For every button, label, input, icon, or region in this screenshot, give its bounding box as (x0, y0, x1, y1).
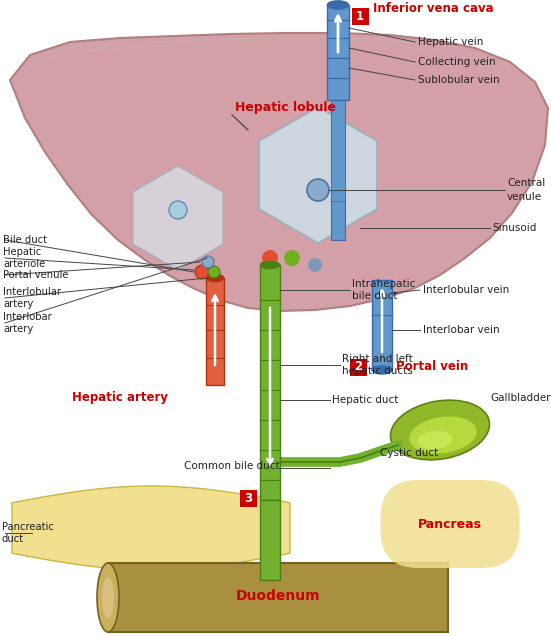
Bar (331, 100, 345, 201)
Text: Portal vein: Portal vein (396, 361, 468, 373)
Text: Interlobar vein: Interlobar vein (423, 325, 500, 335)
Bar (260, 265, 280, 500)
Text: Cystic duct: Cystic duct (380, 448, 438, 458)
Circle shape (169, 201, 187, 219)
Text: Inferior vena cava: Inferior vena cava (373, 1, 494, 15)
Text: Duodenum: Duodenum (236, 588, 320, 602)
Text: Bile duct: Bile duct (3, 235, 47, 245)
FancyBboxPatch shape (352, 8, 369, 25)
FancyBboxPatch shape (349, 359, 366, 375)
Text: Hepatic duct: Hepatic duct (332, 395, 398, 405)
Polygon shape (12, 486, 290, 570)
Bar (260, 500, 280, 580)
Ellipse shape (372, 366, 392, 374)
Bar (108, 563, 448, 632)
Text: 1: 1 (356, 10, 364, 22)
Ellipse shape (418, 431, 452, 449)
Text: Interlobular vein: Interlobular vein (423, 285, 509, 295)
Text: Pancreas: Pancreas (418, 518, 482, 530)
Bar (372, 280, 392, 370)
Text: Collecting vein: Collecting vein (418, 57, 496, 67)
Text: 2: 2 (354, 361, 362, 373)
Ellipse shape (97, 563, 119, 632)
Polygon shape (10, 33, 548, 311)
Ellipse shape (260, 261, 280, 269)
Circle shape (208, 266, 220, 278)
Text: Pancreatic
duct: Pancreatic duct (2, 522, 54, 544)
Circle shape (308, 258, 322, 272)
Bar (331, 100, 345, 240)
Text: Central: Central (507, 178, 545, 188)
Text: Hepatic artery: Hepatic artery (72, 392, 168, 404)
Ellipse shape (391, 400, 489, 460)
Ellipse shape (327, 1, 349, 10)
Circle shape (195, 265, 209, 279)
Text: Sublobular vein: Sublobular vein (418, 75, 500, 85)
Text: venule: venule (507, 192, 542, 202)
Text: 3: 3 (244, 492, 252, 504)
Circle shape (262, 250, 278, 266)
Text: Gallbladder: Gallbladder (490, 393, 550, 403)
Text: Intrahepatic
bile duct: Intrahepatic bile duct (352, 279, 415, 301)
Text: Hepatic vein: Hepatic vein (418, 37, 483, 47)
Ellipse shape (409, 417, 477, 453)
Polygon shape (133, 166, 223, 270)
Text: Common bile duct: Common bile duct (185, 461, 280, 471)
Text: Hepatic lobule: Hepatic lobule (235, 102, 336, 114)
Ellipse shape (206, 274, 224, 282)
Text: Sinusoid: Sinusoid (492, 223, 536, 233)
Circle shape (284, 250, 300, 266)
Text: Portal venule: Portal venule (3, 270, 68, 280)
Text: Interlobular
artery: Interlobular artery (3, 287, 61, 309)
Text: Interlobar
artery: Interlobar artery (3, 312, 52, 334)
Text: Hepatic
arteriole: Hepatic arteriole (3, 247, 45, 269)
Text: Right and left
hepatic ducts: Right and left hepatic ducts (342, 354, 413, 376)
FancyBboxPatch shape (240, 490, 257, 506)
Ellipse shape (102, 577, 114, 618)
Bar (327, 5, 349, 100)
Polygon shape (259, 107, 377, 243)
Circle shape (307, 179, 329, 201)
Bar (206, 278, 224, 385)
Circle shape (202, 256, 214, 268)
